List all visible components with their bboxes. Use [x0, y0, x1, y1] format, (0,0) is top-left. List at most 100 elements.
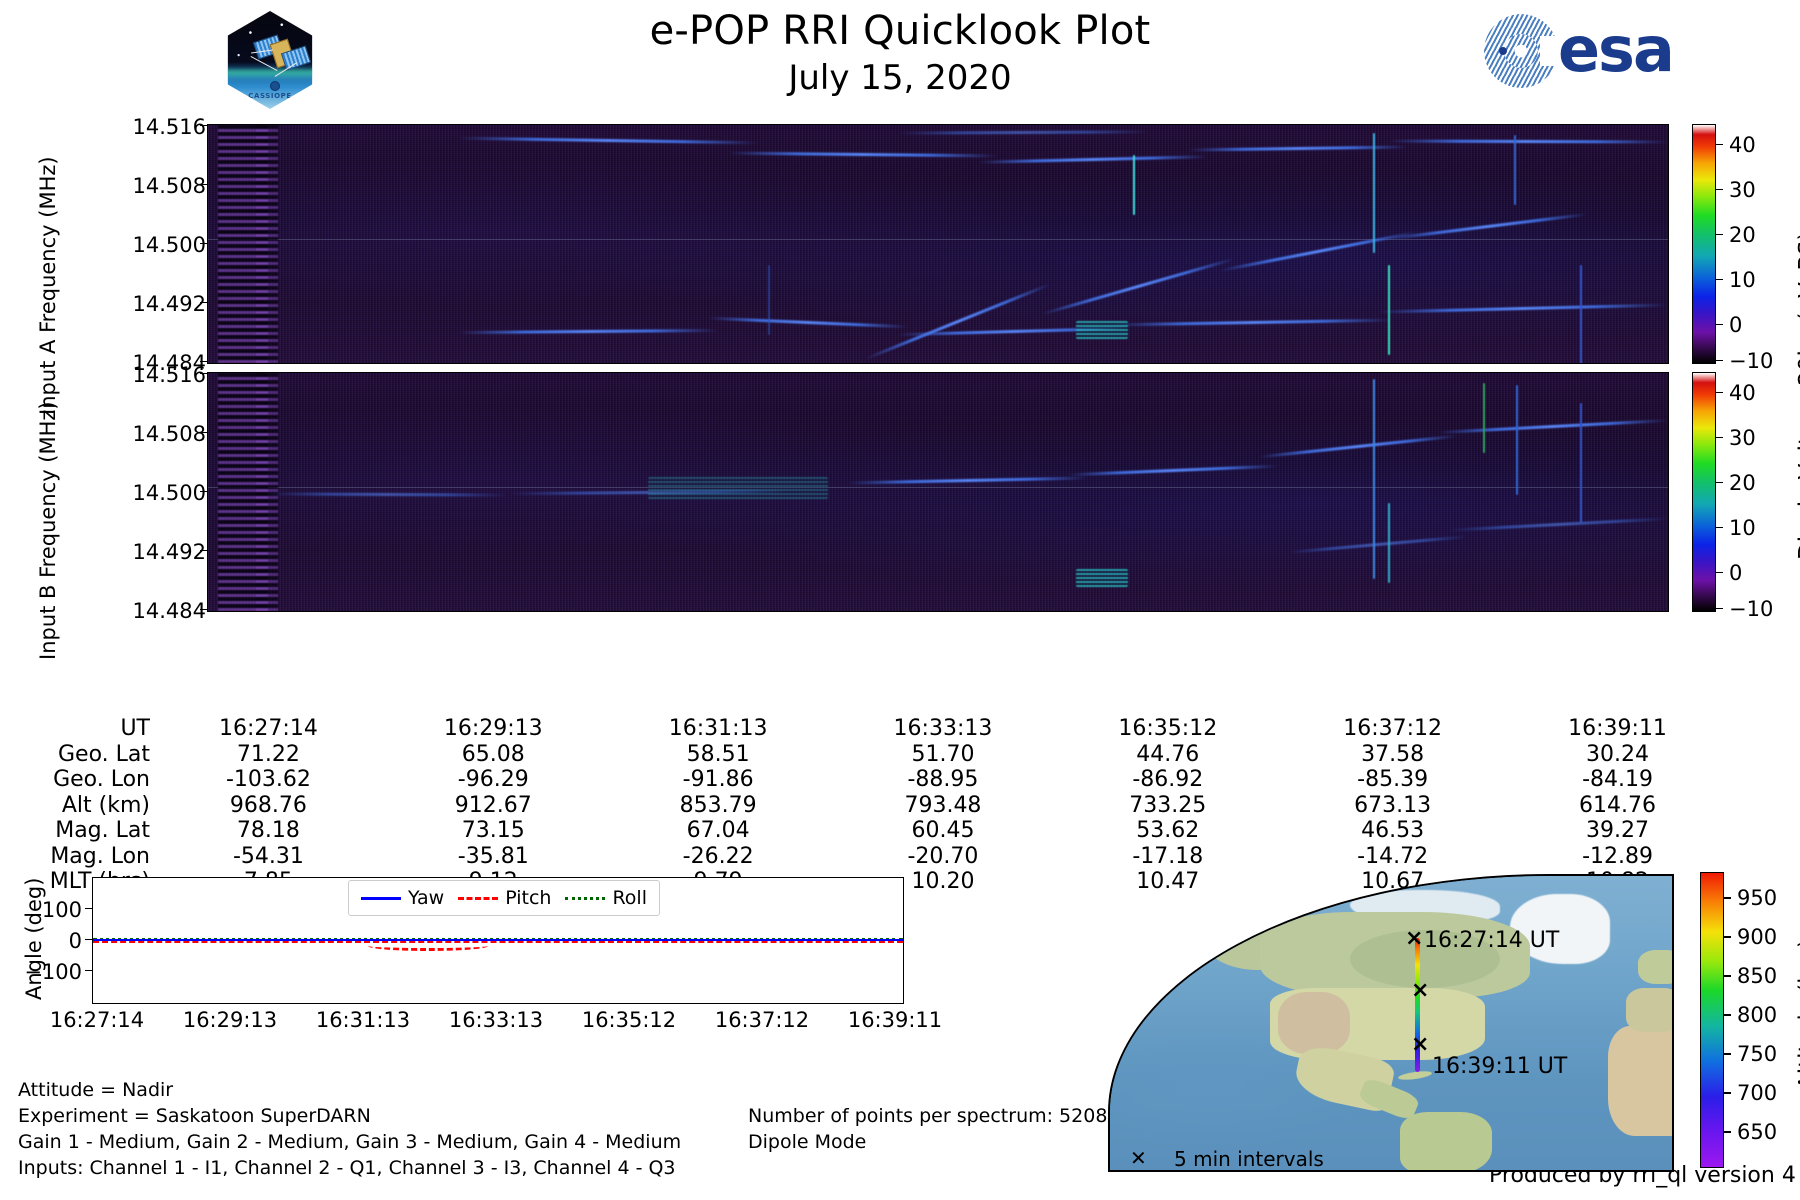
input-a-colorbar[interactable]: [1692, 124, 1716, 364]
attitude-xtick: 16:35:12: [581, 1008, 677, 1032]
yaw-swatch-icon: [361, 896, 401, 900]
legend-item-yaw: Yaw: [361, 887, 444, 909]
input-a-ylabel: Input A Frequency (MHz): [36, 156, 60, 415]
attitude-xtick: 16:29:13: [182, 1008, 278, 1032]
footer-experiment: Experiment = Saskatoon SuperDARN: [18, 1105, 371, 1127]
ephemeris-cell: 16:37:12: [1343, 716, 1443, 741]
ground-track-map[interactable]: × × × 16:27:14 UT 16:39:11 UT: [1108, 874, 1674, 1172]
ephemeris-row-label: Mag. Lat: [55, 818, 150, 843]
ephemeris-cell: 614.76: [1579, 792, 1657, 818]
input-b-ylabel: Input B Frequency (MHz): [36, 401, 60, 660]
colorbar-tick: 10: [1729, 268, 1756, 292]
cassiope-logo: CASSIOPE: [218, 8, 322, 112]
iberia-nw-africa: [1626, 988, 1672, 1032]
ephemeris-cell: 16:31:13: [668, 716, 768, 741]
ephemeris-cell: -20.70: [907, 843, 979, 869]
south-america: [1400, 1112, 1492, 1170]
ephemeris-cell: 912.67: [454, 792, 532, 818]
colorbar-tick: 40: [1729, 381, 1756, 405]
altitude-tick: 950: [1737, 886, 1778, 910]
altitude-colorbar-label: Altitude (km): [1795, 939, 1800, 1090]
pitch-swatch-icon: [458, 896, 499, 900]
ephemeris-cell: -26.22: [682, 843, 754, 869]
altitude-tick: 900: [1737, 925, 1778, 949]
track-marker-mid: ×: [1411, 978, 1430, 1003]
ephemeris-cell: 78.18: [236, 818, 300, 843]
table-row: Alt (km) 968.76 912.67 853.79 793.48 733.25 67…: [0, 793, 1730, 819]
ephemeris-cell: 673.13: [1354, 792, 1432, 818]
ephemeris-cell: 16:39:11: [1568, 716, 1667, 741]
input-b-ytick: 14.500: [132, 481, 206, 505]
ephemeris-cell: 51.70: [911, 741, 975, 767]
ephemeris-row-label: UT: [120, 716, 150, 741]
west-africa: [1608, 1026, 1672, 1136]
input-a-ytick: 14.516: [132, 115, 206, 139]
ephemeris-cell: 733.25: [1129, 792, 1207, 818]
input-a-ytick: 14.492: [132, 292, 206, 316]
altitude-tick: 850: [1737, 964, 1778, 988]
track-end-label: 16:39:11 UT: [1432, 1054, 1568, 1079]
colorbar-tick: 0: [1729, 561, 1743, 585]
map-legend-text: 5 min intervals: [1174, 1147, 1324, 1171]
legend-item-pitch: Pitch: [458, 887, 551, 909]
colorbar-tick: 30: [1729, 178, 1756, 202]
ephemeris-table: UT 16:27:14 16:29:13 16:31:13 16:33:13 16:35:…: [0, 716, 1730, 895]
attitude-xtick: 16:27:14: [49, 1008, 145, 1032]
footer-gains: Gain 1 - Medium, Gain 2 - Medium, Gain 3…: [18, 1131, 682, 1153]
attitude-ytick: 100: [41, 898, 82, 922]
legend-item-roll: Roll: [565, 887, 647, 909]
ephemeris-cell: -54.31: [232, 843, 304, 869]
attitude-xtick: 16:37:12: [714, 1008, 810, 1032]
altitude-tick: 700: [1737, 1081, 1778, 1105]
satellite-ground-track: [1415, 938, 1420, 1072]
pitch-dip: [368, 941, 488, 951]
ephemeris-cell: -103.62: [225, 767, 311, 792]
esa-logo-text: esa: [1558, 13, 1675, 86]
table-row: Geo. Lat 71.22 65.08 58.51 51.70 44.76 37.58 30…: [0, 742, 1730, 768]
ephemeris-row-label: Geo. Lon: [53, 767, 150, 792]
attitude-xtick: 16:31:13: [315, 1008, 411, 1032]
yaw-series: [93, 939, 903, 941]
colorbar-tick: −10: [1729, 597, 1774, 621]
input-a-ytick: 14.500: [132, 233, 206, 257]
footer-attitude: Attitude = Nadir: [18, 1079, 174, 1101]
ephemeris-cell: -12.89: [1582, 843, 1653, 869]
footer-inputs: Inputs: Channel 1 - I1, Channel 2 - Q1, …: [18, 1157, 676, 1179]
altitude-tick: 800: [1737, 1003, 1778, 1027]
ephemeris-cell: -14.72: [1357, 843, 1429, 869]
input-a-spectrogram[interactable]: [207, 124, 1669, 364]
ephemeris-cell: 39.27: [1586, 818, 1650, 843]
input-a-ytick: 14.484: [132, 351, 206, 375]
canada-shield: [1350, 930, 1500, 988]
colorbar-axis-label: Dipole Voltage 20log(μV_BS): [1795, 231, 1800, 560]
attitude-ytick: 0: [68, 929, 82, 953]
attitude-plot[interactable]: [92, 877, 904, 1004]
ephemeris-cell: -91.86: [682, 767, 754, 792]
ephemeris-cell: 10.20: [911, 869, 975, 894]
attitude-xtick: 16:39:11: [847, 1008, 943, 1032]
legend-label-roll: Roll: [612, 887, 647, 909]
track-marker-end: ×: [1411, 1032, 1430, 1057]
ephemeris-cell: 853.79: [679, 792, 757, 818]
altitude-colorbar[interactable]: [1700, 872, 1724, 1168]
ephemeris-cell: -35.81: [457, 843, 529, 869]
footer-points-per-spectrum: Number of points per spectrum: 5208: [748, 1105, 1108, 1127]
altitude-tick: 750: [1737, 1042, 1778, 1066]
input-b-spectrogram[interactable]: [207, 372, 1669, 612]
altitude-tick: 650: [1737, 1120, 1778, 1144]
colorbar-tick: 0: [1729, 313, 1743, 337]
ephemeris-cell: 37.58: [1361, 741, 1425, 767]
track-start-label: 16:27:14 UT: [1424, 928, 1560, 953]
ephemeris-cell: -88.95: [907, 767, 979, 792]
table-row: Geo. Lon -103.62 -96.29 -91.86 -88.95 -86.92 -…: [0, 767, 1730, 793]
esa-globe-icon: [1484, 14, 1564, 88]
esa-logo: esa: [1484, 12, 1714, 90]
ephemeris-cell: 16:35:12: [1118, 716, 1218, 741]
table-row: UT 16:27:14 16:29:13 16:31:13 16:33:13 16:35:…: [0, 716, 1730, 742]
rockies: [1278, 992, 1350, 1054]
ephemeris-row-label: Mag. Lon: [50, 843, 150, 869]
input-b-colorbar[interactable]: [1692, 372, 1716, 612]
ephemeris-cell: -17.18: [1132, 843, 1204, 869]
ephemeris-cell: 53.62: [1136, 818, 1200, 843]
track-marker-start: ×: [1405, 926, 1424, 951]
